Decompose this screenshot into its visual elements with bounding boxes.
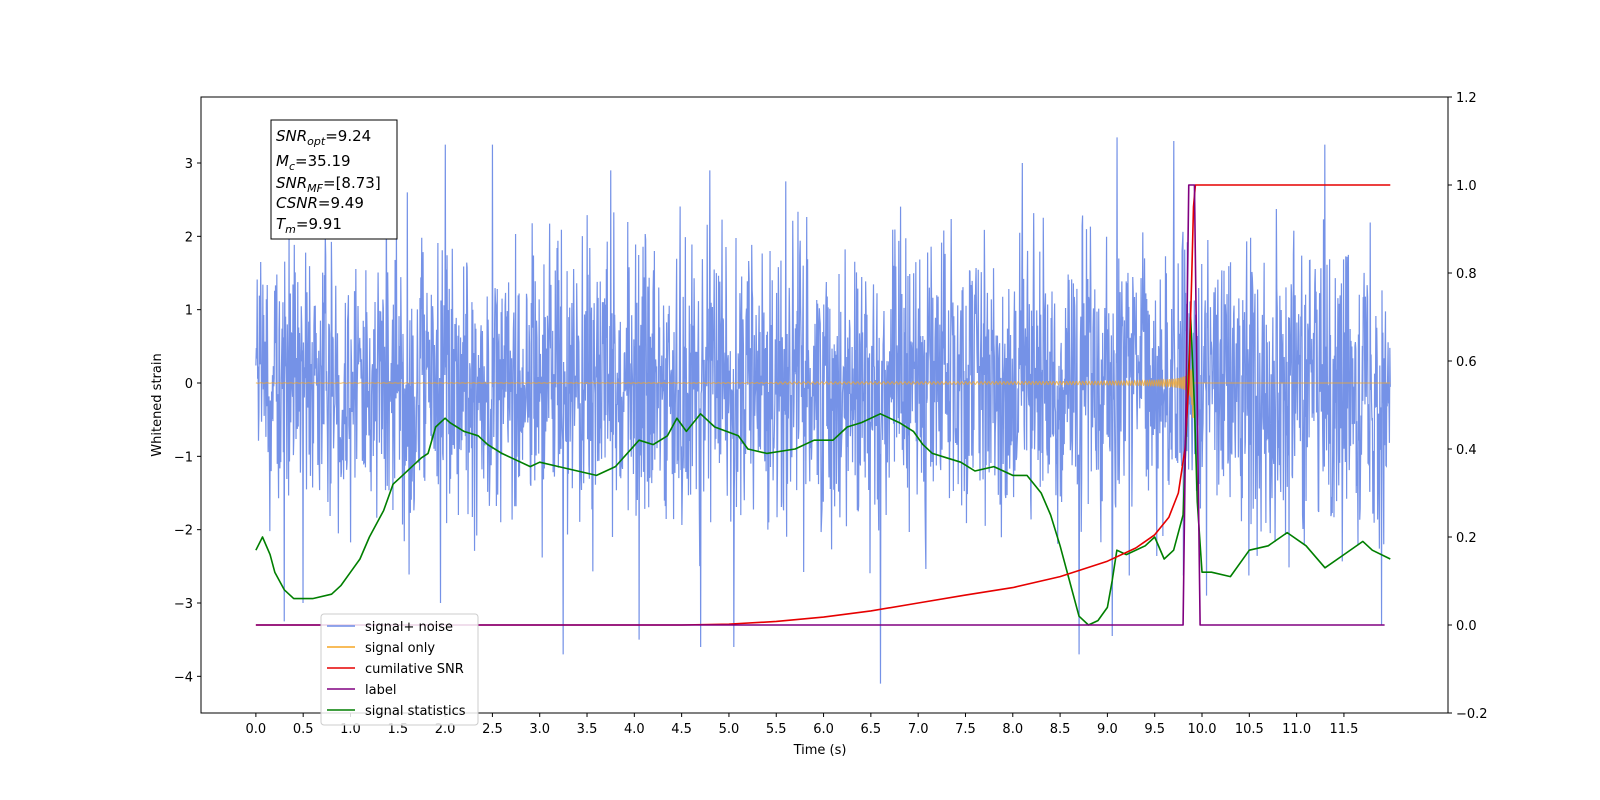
x-tick-label: 3.0 [529,722,550,737]
stats-snr-mf: SNRMF=[8.73] [276,174,381,195]
label-line [255,184,1385,626]
cumulative-snr-series [255,184,1391,626]
x-tick-label: 9.0 [1097,722,1118,737]
y-tick-label: −2 [174,524,193,539]
x-tick-label: 6.0 [813,722,834,737]
stats-box: SNRopt=9.24 Mc=35.19 SNRMF=[8.73] CSNR=9… [270,119,398,240]
x-tick-label: 11.5 [1329,722,1358,737]
x-tick-label: 8.0 [1002,722,1023,737]
stats-snr-opt: SNRopt=9.24 [276,127,371,148]
signal-noise-series [255,137,1391,684]
label-series [255,184,1385,626]
y-tick-label: −3 [174,597,193,612]
x-tick-label: 10.5 [1235,722,1264,737]
x-axis-label: Time (s) [793,743,847,758]
x-tick-label: 5.5 [766,722,787,737]
y-tick-label: −1 [174,450,193,465]
x-tick-label: 7.0 [908,722,929,737]
x-tick-label: 5.0 [719,722,740,737]
x-tick-label: 11.0 [1282,722,1311,737]
x-tick-label: 2.0 [435,722,456,737]
legend-label-cumulative-snr: cumilative SNR [365,662,464,677]
y2-tick-label: 0.8 [1456,267,1477,282]
x-tick-label: 8.5 [1050,722,1071,737]
plot-area [255,137,1391,684]
y-axis-left: 3 2 1 0 −1 −2 −3 −4 [174,157,201,685]
x-tick-label: 10.0 [1188,722,1217,737]
legend-label-signal-only: signal only [365,641,435,656]
legend-label-signal-noise: signal+ noise [365,620,453,635]
stats-mc: Mc=35.19 [276,152,351,173]
signal-noise-line [255,137,1391,684]
y-tick-label: 2 [185,230,193,245]
x-axis: 0.0 0.5 1.0 1.5 2.0 2.5 3.0 3.5 4.0 4.5 5.0 5.5 6.0 6… [246,713,1358,737]
x-tick-label: 0.5 [293,722,314,737]
x-tick-label: 3.5 [577,722,598,737]
legend-frame [320,613,479,726]
y2-tick-label: 0.2 [1456,531,1477,546]
y-tick-label: 0 [185,377,193,392]
x-tick-label: 7.5 [955,722,976,737]
plot-frame [200,96,1449,714]
y2-tick-label: −0.2 [1456,707,1488,722]
signal-only-line [255,361,1391,418]
signal-only-series [255,361,1391,418]
stats-csnr: CSNR=9.49 [276,194,364,212]
y2-tick-label: 0.4 [1456,443,1477,458]
y2-tick-label: 1.0 [1456,179,1477,194]
y2-tick-label: 1.2 [1456,91,1477,106]
x-tick-label: 0.0 [246,722,267,737]
y-tick-label: 1 [185,304,193,319]
x-tick-label: 2.5 [482,722,503,737]
x-tick-label: 4.0 [624,722,645,737]
x-tick-label: 4.5 [671,722,692,737]
x-tick-label: 1.0 [340,722,361,737]
y-tick-label: 3 [185,157,193,172]
y2-tick-label: 0.0 [1456,619,1477,634]
legend-label-label: label [365,683,396,698]
legend: signal+ noise signal only cumilative SNR… [320,613,479,726]
y-axis-label: Whitened strain [150,353,165,456]
y-axis-right: 1.2 1.0 0.8 0.6 0.4 0.2 0.0 −0.2 [1448,91,1488,722]
legend-label-signal-statistics: signal statistics [365,704,466,719]
x-tick-label: 1.5 [387,722,408,737]
cumulative-snr-line [255,184,1391,626]
y2-tick-label: 0.6 [1456,355,1477,370]
x-tick-label: 6.5 [861,722,882,737]
stats-box-frame [270,119,398,240]
stats-tm: Tm=9.91 [276,215,342,236]
x-tick-label: 9.5 [1144,722,1165,737]
y-tick-label: −4 [174,670,193,685]
